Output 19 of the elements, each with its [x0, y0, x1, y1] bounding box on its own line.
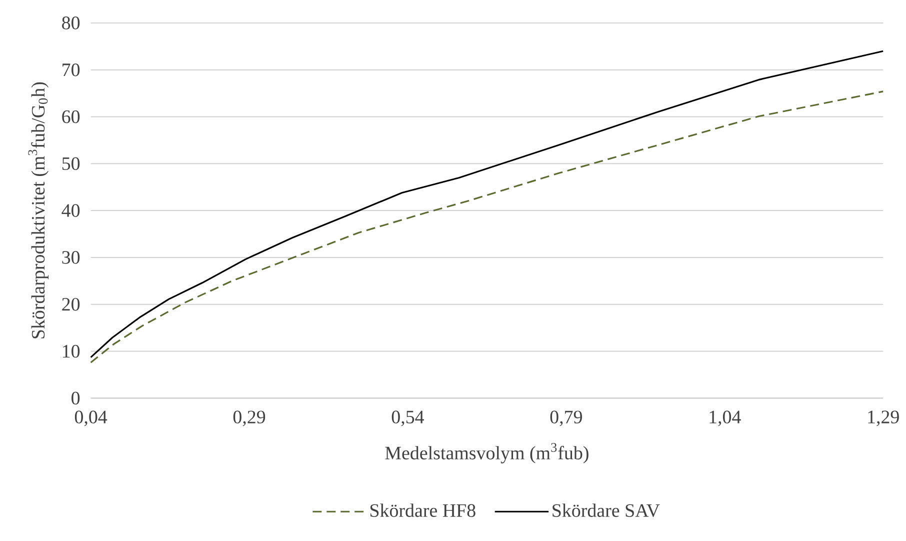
y-tick-label: 40: [62, 204, 80, 218]
y-axis-title: Skördarproduktivitet (m$^{3}$fub/G$_{0}$h): [28, 82, 48, 338]
x-tick-label: 1,29: [868, 410, 899, 426]
x-tick-label: 0,79: [550, 410, 582, 426]
y-tick-label: 80: [62, 16, 80, 30]
x-tick-label: 0,29: [233, 410, 266, 426]
legend-label: Skördare SAV: [552, 504, 660, 518]
x-tick-label: 1,04: [710, 410, 741, 426]
y-tick-label: 0: [72, 392, 80, 405]
x-tick-label: 0,54: [392, 410, 424, 426]
y-tick-label: 70: [62, 64, 80, 76]
x-tick-label: 0,04: [74, 410, 108, 426]
y-tick-label: 30: [62, 251, 80, 264]
x-axis-title: Medelstamsvolym (m$^{3}$fub): [385, 443, 588, 464]
y-tick-label: 60: [62, 110, 80, 124]
legend-label: Skördare HF8: [370, 504, 476, 518]
y-tick-label: 50: [62, 157, 80, 170]
y-tick-label: 20: [62, 298, 80, 311]
y-tick-label: 10: [63, 344, 80, 358]
